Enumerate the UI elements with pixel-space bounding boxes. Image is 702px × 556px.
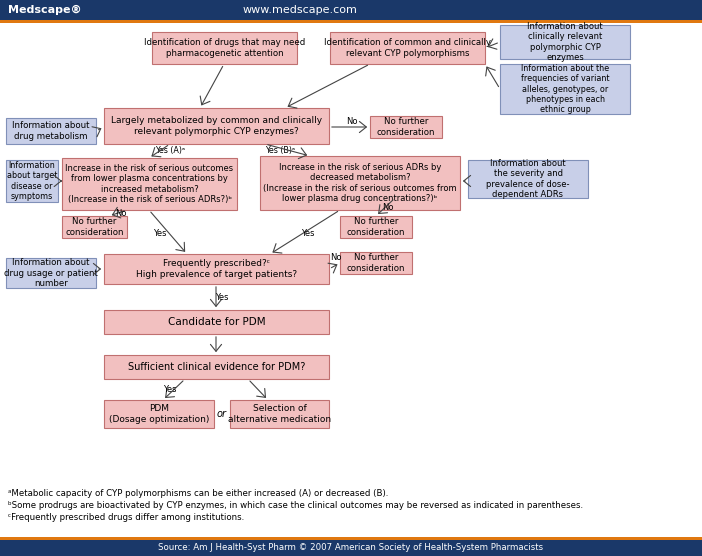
FancyBboxPatch shape [62,216,127,238]
Text: Frequently prescribed?ᶜ
High prevalence of target patients?: Frequently prescribed?ᶜ High prevalence … [136,259,297,279]
Text: Yes: Yes [301,229,314,237]
Text: No further
consideration: No further consideration [347,217,405,237]
FancyBboxPatch shape [6,118,96,144]
FancyBboxPatch shape [340,252,412,274]
Text: No: No [115,208,127,217]
FancyBboxPatch shape [0,20,702,23]
FancyBboxPatch shape [340,216,412,238]
Text: Candidate for PDM: Candidate for PDM [168,317,265,327]
Text: No further
consideration: No further consideration [65,217,124,237]
FancyBboxPatch shape [370,116,442,138]
Text: Yes: Yes [153,229,167,237]
Text: ᵃMetabolic capacity of CYP polymorphisms can be either increased (A) or decrease: ᵃMetabolic capacity of CYP polymorphisms… [8,489,388,499]
FancyBboxPatch shape [152,32,297,64]
FancyBboxPatch shape [62,158,237,210]
FancyBboxPatch shape [104,254,329,284]
Text: Yes (B)ᵃ: Yes (B)ᵃ [265,146,295,155]
FancyBboxPatch shape [468,160,588,198]
Text: Sufficient clinical evidence for PDM?: Sufficient clinical evidence for PDM? [128,362,305,372]
Text: ᶜFrequently prescribed drugs differ among institutions.: ᶜFrequently prescribed drugs differ amon… [8,514,244,523]
Text: Increase in the risk of serious outcomes
from lower plasma concentrations by
inc: Increase in the risk of serious outcomes… [65,164,234,204]
FancyBboxPatch shape [500,64,630,114]
Text: Yes: Yes [216,294,229,302]
FancyBboxPatch shape [6,258,96,288]
Text: Information about
drug metabolism: Information about drug metabolism [12,121,90,141]
Text: Selection of
alternative medication: Selection of alternative medication [228,404,331,424]
FancyBboxPatch shape [0,540,702,556]
FancyBboxPatch shape [104,355,329,379]
Text: No: No [346,117,358,127]
Text: Largely metabolized by common and clinically
relevant polymorphic CYP enzymes?: Largely metabolized by common and clinic… [111,116,322,136]
Text: ᵇSome prodrugs are bioactivated by CYP enzymes, in which case the clinical outco: ᵇSome prodrugs are bioactivated by CYP e… [8,502,583,510]
FancyBboxPatch shape [0,537,702,540]
Text: No: No [383,203,394,212]
Text: Information about the
frequencies of variant
alleles, genotypes, or
phenotypes i: Information about the frequencies of var… [521,64,609,115]
Text: Identification of drugs that may need
pharmacogenetic attention: Identification of drugs that may need ph… [144,38,305,58]
FancyBboxPatch shape [260,156,460,210]
FancyBboxPatch shape [330,32,485,64]
Text: Yes (A)ᵃ: Yes (A)ᵃ [155,146,185,155]
Text: Source: Am J Health-Syst Pharm © 2007 American Society of Health-System Pharmaci: Source: Am J Health-Syst Pharm © 2007 Am… [159,544,543,553]
FancyBboxPatch shape [104,310,329,334]
FancyBboxPatch shape [230,400,329,428]
Text: No: No [330,254,342,262]
Text: Information
about target
disease or
symptoms: Information about target disease or symp… [7,161,57,201]
Text: Increase in the risk of serious ADRs by
decreased metabolism?
(Increase in the r: Increase in the risk of serious ADRs by … [263,163,457,203]
FancyBboxPatch shape [6,160,58,202]
Text: Information about
the severity and
prevalence of dose-
dependent ADRs: Information about the severity and preva… [486,159,570,199]
Text: Medscape®: Medscape® [8,5,81,15]
FancyBboxPatch shape [500,25,630,59]
FancyBboxPatch shape [104,400,214,428]
Text: Information about
drug usage or patient
number: Information about drug usage or patient … [4,258,98,288]
Text: www.medscape.com: www.medscape.com [243,5,357,15]
Text: Identification of common and clinically
relevant CYP polymorphisms: Identification of common and clinically … [324,38,491,58]
Text: Yes: Yes [164,385,177,395]
FancyBboxPatch shape [0,0,702,20]
Text: PDM
(Dosage optimization): PDM (Dosage optimization) [109,404,209,424]
Text: or: or [217,409,227,419]
Text: No further
consideration: No further consideration [347,254,405,272]
FancyBboxPatch shape [104,108,329,144]
Text: Information about
clinically relevant
polymorphic CYP
enzymes: Information about clinically relevant po… [527,22,603,62]
Text: No further
consideration: No further consideration [377,117,435,137]
